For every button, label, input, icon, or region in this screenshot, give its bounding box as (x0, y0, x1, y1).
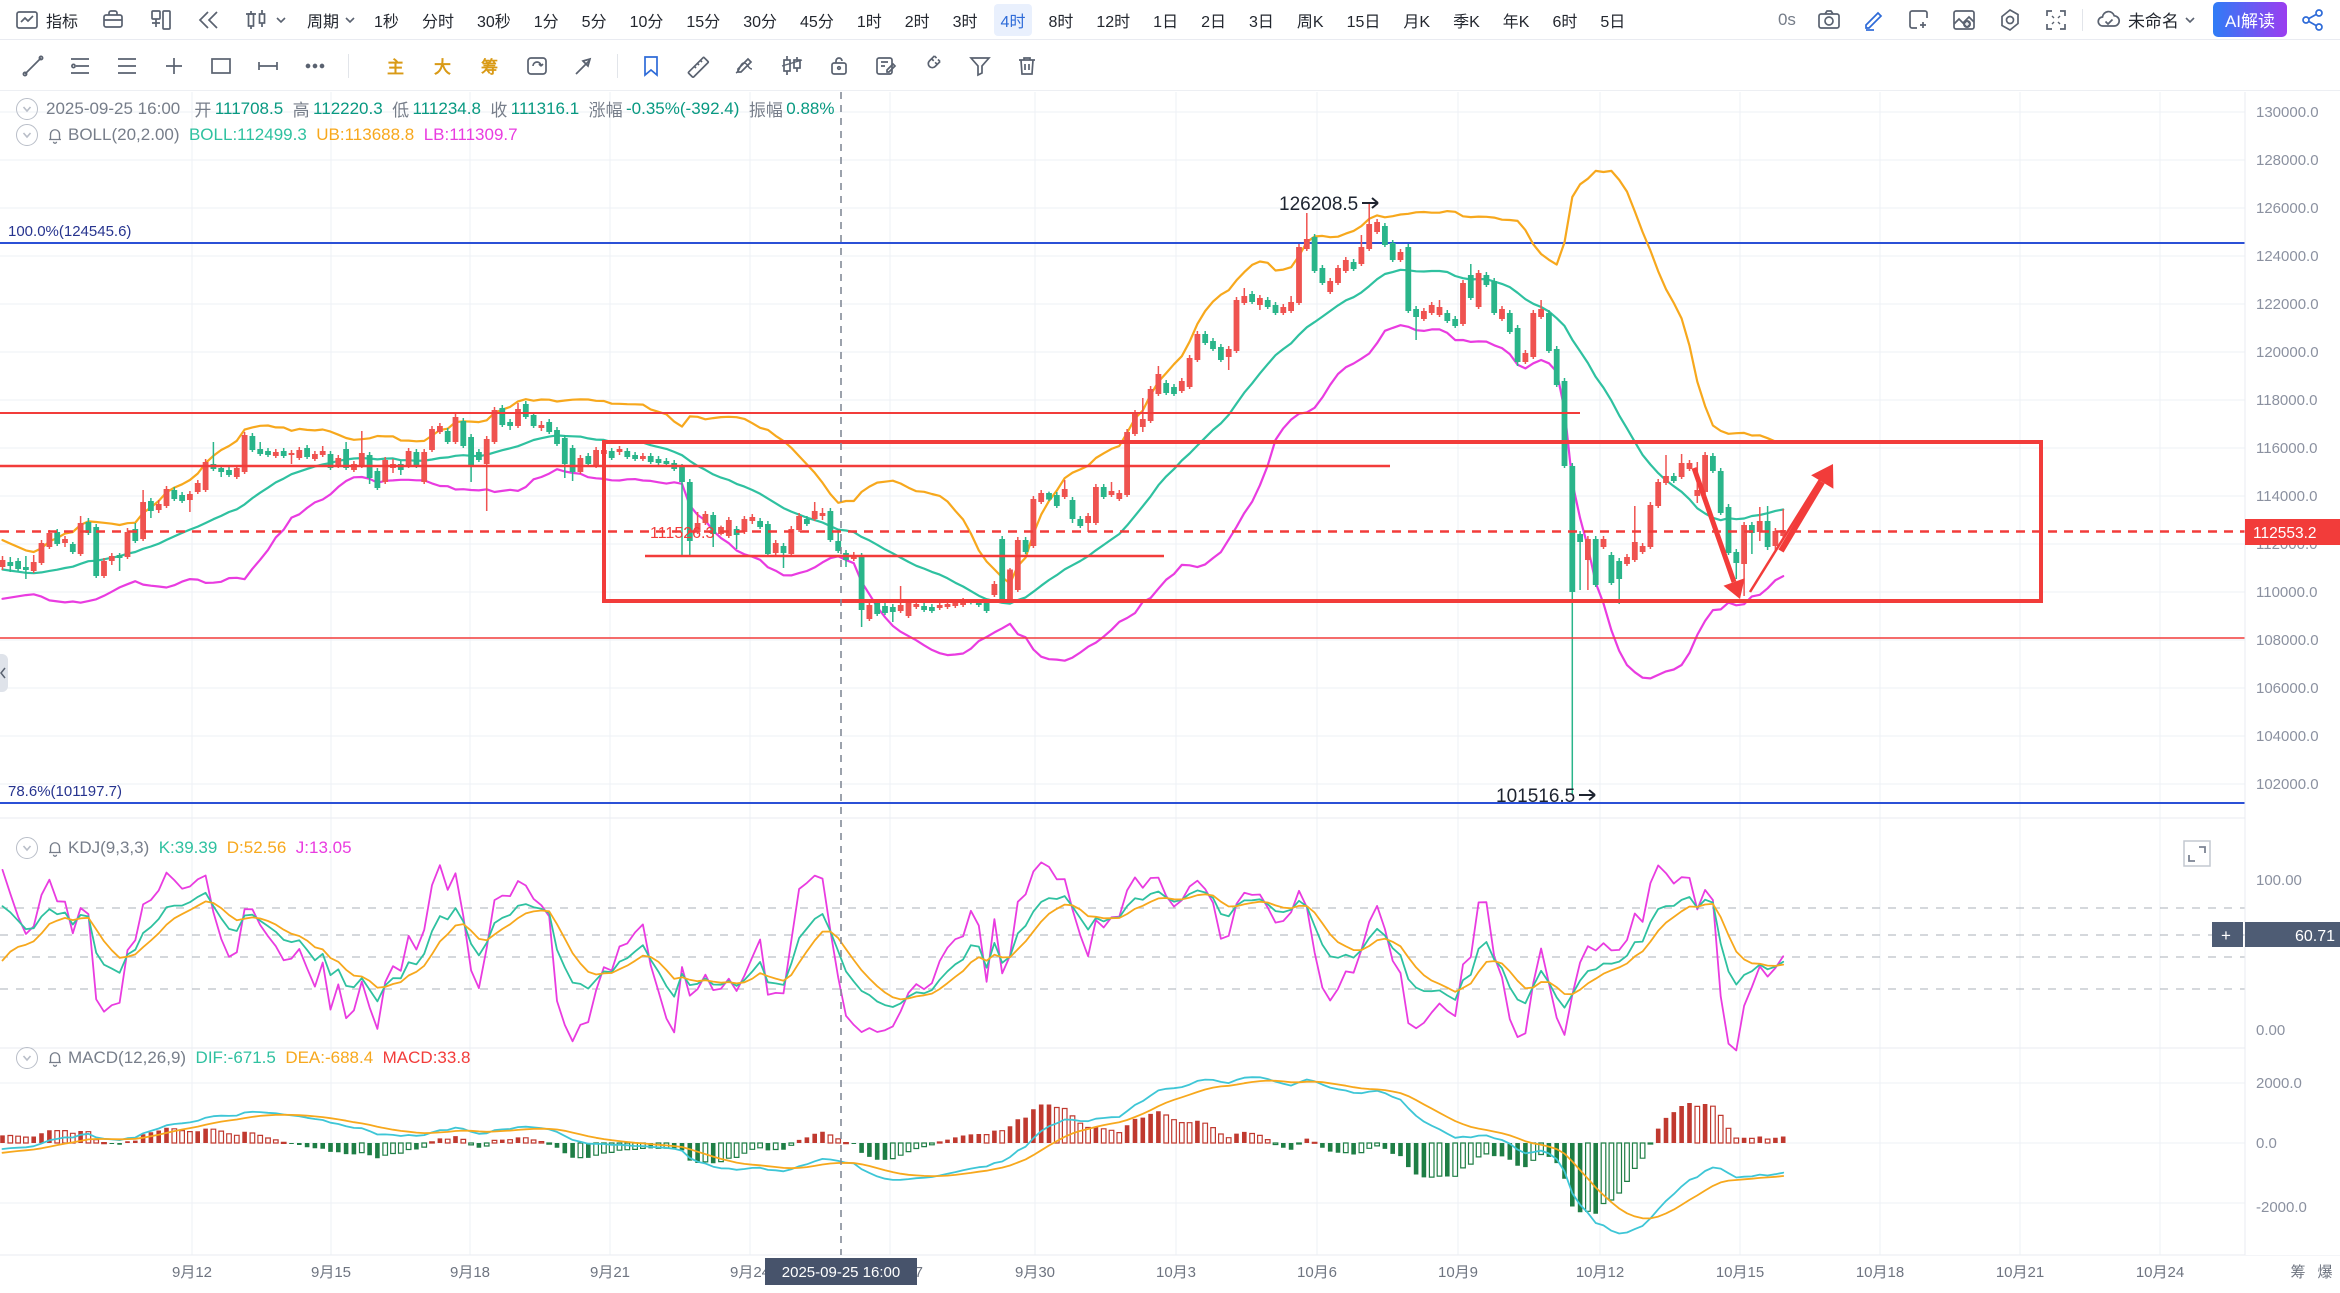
svg-text:10月9: 10月9 (1438, 1264, 1478, 1281)
svg-text:9月15: 9月15 (311, 1264, 351, 1281)
svg-text:100.00: 100.00 (2256, 872, 2302, 889)
svg-text:10月6: 10月6 (1297, 1264, 1337, 1281)
svg-text:130000.0: 130000.0 (2256, 104, 2319, 121)
svg-text:100.0%(124545.6): 100.0%(124545.6) (8, 223, 131, 240)
svg-text:10月15: 10月15 (1716, 1264, 1764, 1281)
svg-text:9月30: 9月30 (1015, 1264, 1055, 1281)
svg-text:10月21: 10月21 (1996, 1264, 2044, 1281)
svg-text:128000.0: 128000.0 (2256, 152, 2319, 169)
svg-text:101516.5: 101516.5 (1496, 786, 1575, 807)
svg-text:122000.0: 122000.0 (2256, 296, 2319, 313)
svg-text:126208.5: 126208.5 (1279, 194, 1358, 215)
svg-text:102000.0: 102000.0 (2256, 776, 2319, 793)
svg-text:爆: 爆 (2317, 1264, 2332, 1281)
svg-text:10月3: 10月3 (1156, 1264, 1196, 1281)
svg-text:10月24: 10月24 (2136, 1264, 2184, 1281)
svg-text:60.71: 60.71 (2295, 928, 2335, 945)
svg-text:-2000.0: -2000.0 (2256, 1199, 2307, 1216)
svg-text:10月12: 10月12 (1576, 1264, 1624, 1281)
svg-text:108000.0: 108000.0 (2256, 632, 2319, 649)
svg-text:2025-09-25 16:00: 2025-09-25 16:00 (782, 1264, 900, 1281)
svg-text:120000.0: 120000.0 (2256, 344, 2319, 361)
svg-text:78.6%(101197.7): 78.6%(101197.7) (8, 783, 122, 800)
svg-text:0.00: 0.00 (2256, 1022, 2285, 1039)
svg-text:9月21: 9月21 (590, 1264, 630, 1281)
svg-text:筹: 筹 (2290, 1264, 2305, 1281)
svg-text:10月18: 10月18 (1856, 1264, 1904, 1281)
svg-text:2000.0: 2000.0 (2256, 1075, 2302, 1092)
svg-text:9月18: 9月18 (450, 1264, 490, 1281)
svg-text:106000.0: 106000.0 (2256, 680, 2319, 697)
svg-text:114000.0: 114000.0 (2256, 488, 2317, 505)
svg-text:116000.0: 116000.0 (2256, 440, 2317, 457)
svg-text:110000.0: 110000.0 (2256, 584, 2317, 601)
svg-text:0.0: 0.0 (2256, 1135, 2277, 1152)
svg-text:118000.0: 118000.0 (2256, 392, 2317, 409)
svg-text:124000.0: 124000.0 (2256, 248, 2319, 265)
svg-text:9月12: 9月12 (172, 1264, 212, 1281)
svg-text:112553.2: 112553.2 (2253, 525, 2317, 542)
svg-text:104000.0: 104000.0 (2256, 728, 2319, 745)
svg-text:111526.3: 111526.3 (650, 525, 714, 542)
svg-text:126000.0: 126000.0 (2256, 200, 2319, 217)
svg-text:9月24: 9月24 (730, 1264, 770, 1281)
svg-text:+: + (2221, 926, 2231, 945)
